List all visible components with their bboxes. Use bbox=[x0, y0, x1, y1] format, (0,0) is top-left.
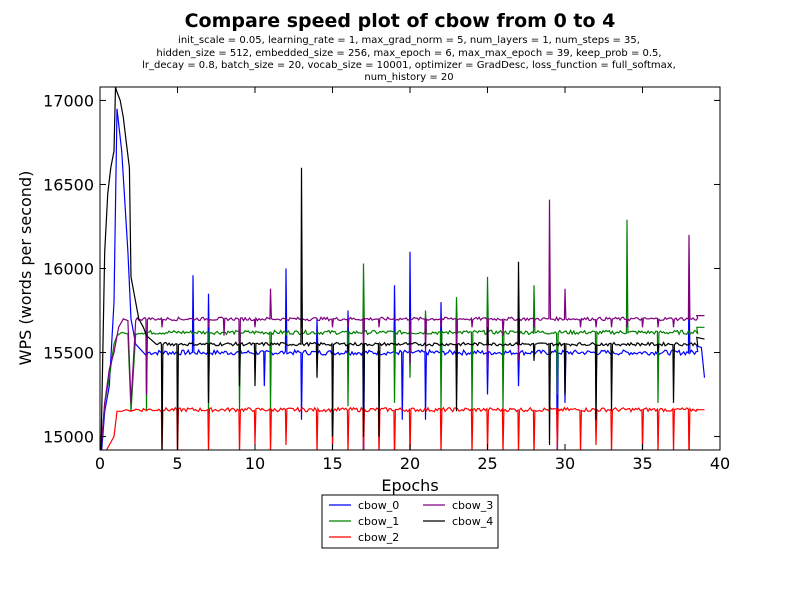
series-line-cbow-1 bbox=[100, 219, 705, 450]
legend-label-cbow-1: cbow_1 bbox=[358, 515, 399, 528]
chart-subtitle-line-1: init_scale = 0.05, learning_rate = 1, ma… bbox=[178, 35, 640, 46]
x-tick-label-20: 20 bbox=[400, 454, 420, 473]
chart-subtitle-line-4: num_history = 20 bbox=[364, 72, 453, 83]
series-layer bbox=[100, 87, 706, 450]
x-tick-label-30: 30 bbox=[555, 454, 575, 473]
x-tick-label-5: 5 bbox=[172, 454, 182, 473]
x-tick-label-0: 0 bbox=[95, 454, 105, 473]
chart-subtitle-line-2: hidden_size = 512, embedded_size = 256, … bbox=[156, 48, 661, 59]
legend-label-cbow-3: cbow_3 bbox=[452, 499, 493, 512]
chart-title: Compare speed plot of cbow from 0 to 4 bbox=[185, 10, 616, 32]
legend-label-cbow-4: cbow_4 bbox=[452, 515, 493, 528]
x-tick-label-25: 25 bbox=[477, 454, 497, 473]
legend-label-cbow-0: cbow_0 bbox=[358, 499, 399, 512]
legend-frame bbox=[321, 494, 499, 549]
y-tick-label-17000: 17000 bbox=[43, 91, 94, 110]
x-tick-label-40: 40 bbox=[710, 454, 730, 473]
series-line-cbow-2 bbox=[105, 406, 705, 450]
chart-subtitle-line-3: lr_decay = 0.8, batch_size = 20, vocab_s… bbox=[142, 60, 676, 71]
x-tick-label-35: 35 bbox=[632, 454, 652, 473]
legend: cbow_0 cbow_1 cbow_2 cbow_3 cbow_4 bbox=[321, 494, 499, 549]
y-axis-label: WPS (words per second) bbox=[16, 171, 35, 366]
x-tick-label-10: 10 bbox=[245, 454, 265, 473]
tick-layer: 0 5 10 15 20 25 30 35 40 15000 15500 16000 16500 1700… bbox=[43, 87, 730, 473]
x-axis-label: Epochs bbox=[381, 476, 438, 495]
y-tick-label-15500: 15500 bbox=[43, 344, 94, 363]
y-tick-label-16000: 16000 bbox=[43, 260, 94, 279]
x-tick-label-15: 15 bbox=[322, 454, 342, 473]
series-line-cbow-4 bbox=[100, 87, 705, 450]
y-tick-label-16500: 16500 bbox=[43, 175, 94, 194]
series-line-cbow-0 bbox=[101, 108, 706, 450]
legend-label-cbow-2: cbow_2 bbox=[358, 531, 399, 544]
series-line-cbow-3 bbox=[100, 199, 705, 450]
y-tick-label-15000: 15000 bbox=[43, 428, 94, 447]
